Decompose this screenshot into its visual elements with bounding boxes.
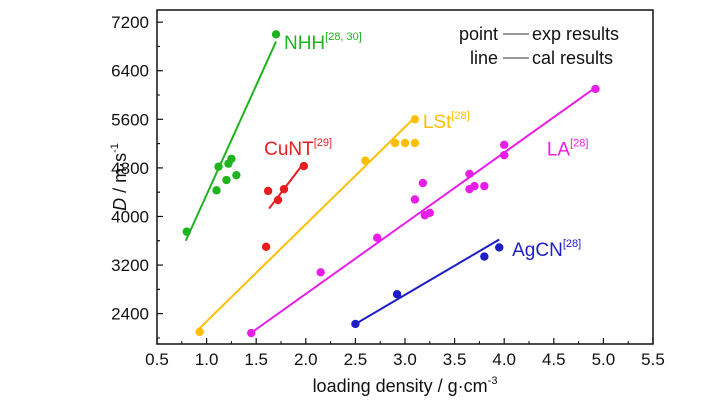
series-la-point: [410, 195, 420, 204]
y-tick-label: 4000: [111, 207, 149, 226]
legend-label-point: point: [459, 24, 498, 44]
y-tick-label: 5600: [111, 110, 149, 129]
series-lst-point: [410, 138, 420, 148]
y-tick-label: 4800: [111, 159, 149, 178]
legend: point exp results line cal results: [459, 24, 619, 68]
series-nhh-point: [222, 175, 231, 185]
series-lst-fit-line: [198, 118, 414, 329]
series-nhh: [182, 30, 281, 242]
series-lst: [195, 115, 420, 337]
x-tick-label: 0.5: [145, 350, 169, 369]
series-la-point: [500, 150, 509, 160]
series-lst-point: [361, 156, 370, 165]
series-cunt-point: [261, 242, 271, 252]
series-cunt-point: [299, 161, 309, 171]
y-tick-label: 3200: [111, 256, 149, 275]
legend-desc-line: cal results: [532, 48, 613, 68]
series-la-point: [470, 181, 479, 191]
series-cunt-label: CuNT[29]: [264, 137, 332, 160]
series-la-point: [247, 328, 256, 338]
series-la: [247, 84, 600, 338]
series-nhh-point: [271, 30, 281, 39]
series-nhh-fit-line: [184, 41, 277, 242]
series-lst-label: LSt[28]: [423, 110, 470, 133]
series-cunt-point: [263, 186, 273, 196]
x-tick-label: 3.5: [443, 350, 467, 369]
axis-ticks: 0.5 1.0 1.5 2.0 2.5 3.0 3.5 4.0 4.5 5.0 5.5 2400 320…: [111, 13, 665, 369]
series-agcn-label: AgCN[28]: [512, 238, 581, 261]
legend-label-line: line: [470, 48, 498, 68]
series-cunt-point: [273, 195, 283, 205]
series-lst-point: [400, 138, 410, 148]
series-la-point: [316, 268, 325, 277]
series-nhh-point: [214, 162, 223, 171]
series-lst-point: [410, 115, 420, 124]
x-tick-label: 5.0: [592, 350, 616, 369]
y-axis-title: D / m·s-1: [109, 143, 130, 211]
x-tick-label: 2.0: [294, 350, 318, 369]
x-tick-label: 4.5: [542, 350, 566, 369]
series-nhh-label: NHH[28, 30]: [284, 31, 362, 54]
x-tick-label: 3.0: [393, 350, 417, 369]
x-tick-label: 1.5: [244, 350, 268, 369]
series-lst-point: [390, 138, 400, 148]
x-tick-label: 4.0: [492, 350, 516, 369]
y-tick-label: 7200: [111, 13, 149, 32]
legend-desc-point: exp results: [532, 24, 619, 44]
series-nhh-point: [182, 227, 191, 236]
x-tick-label: 5.5: [641, 350, 665, 369]
series-agcn-fit-line: [354, 238, 500, 325]
series-la-point: [480, 181, 489, 191]
series-la-point: [425, 208, 434, 218]
series-nhh-point: [227, 154, 236, 163]
series-la-label: LA[28]: [547, 138, 589, 161]
x-tick-label: 1.0: [195, 350, 219, 369]
series-la-fit-line: [247, 88, 595, 336]
series-la-point: [418, 178, 428, 188]
series-la-point: [591, 84, 600, 94]
x-tick-label: 2.5: [344, 350, 368, 369]
series-layer: [182, 30, 600, 338]
x-axis-title: loading density / g·cm-3: [313, 375, 498, 396]
series-agcn: [351, 238, 504, 329]
series-cunt: [261, 161, 309, 252]
series-la-point: [373, 233, 382, 242]
y-tick-label: 2400: [111, 305, 149, 324]
series-la-point: [500, 140, 509, 150]
series-agcn-point: [480, 252, 489, 261]
series-nhh-point: [232, 170, 241, 180]
series-cunt-point: [279, 184, 289, 194]
y-tick-label: 6400: [111, 62, 149, 81]
series-labels: NHH[28, 30] CuNT[29] LSt[28] LA[28] AgCN[28]: [264, 31, 588, 261]
series-agcn-point: [392, 290, 402, 299]
series-nhh-point: [212, 186, 221, 195]
series-agcn-point: [351, 319, 360, 329]
series-la-point: [465, 169, 474, 179]
series-lst-point: [195, 327, 204, 337]
series-agcn-point: [495, 243, 504, 252]
